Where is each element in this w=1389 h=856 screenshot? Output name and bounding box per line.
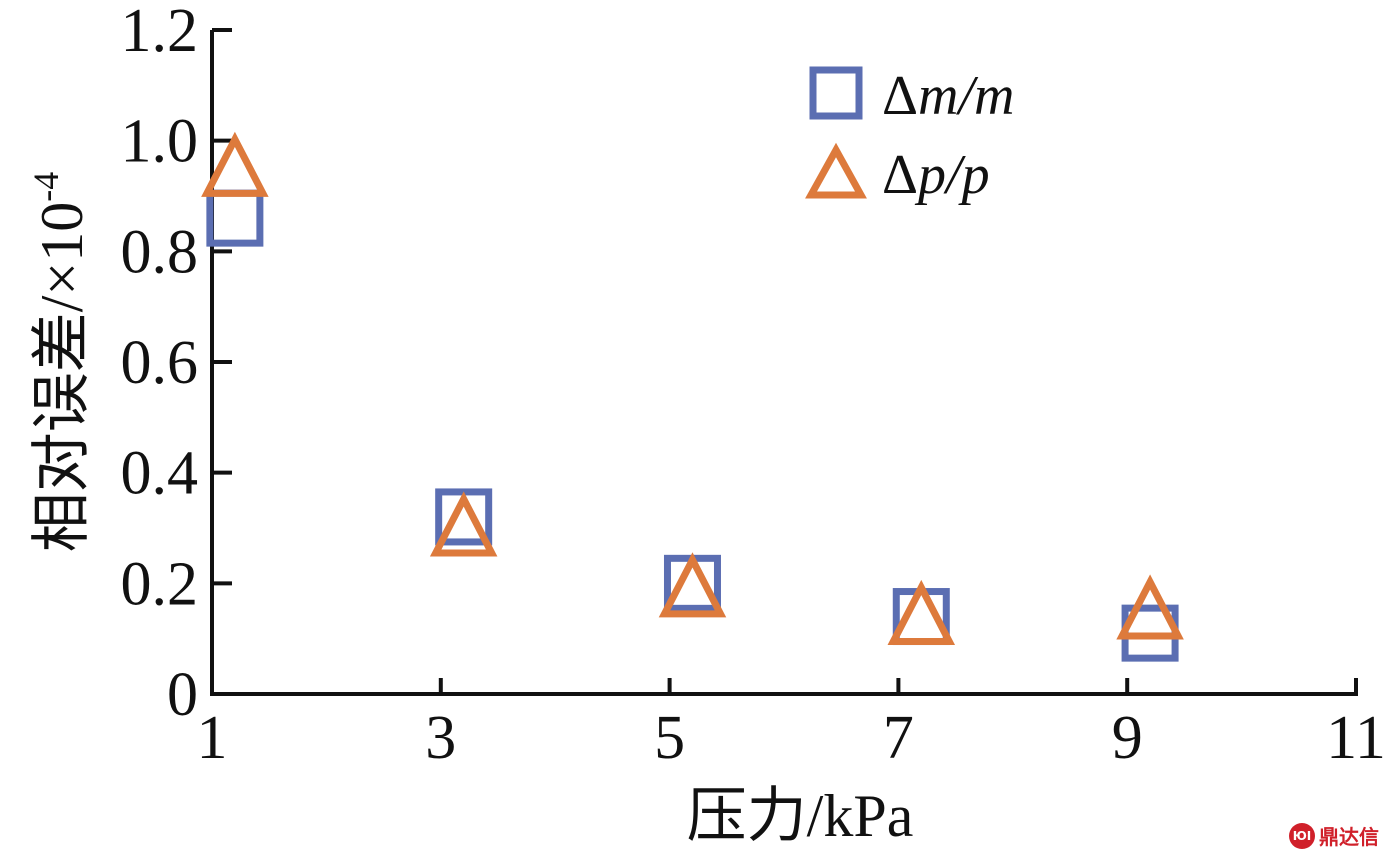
axes <box>210 30 1358 696</box>
x-axis-title: 压力/kPa <box>687 783 914 849</box>
legend-label-mass-symbol: Δ <box>882 65 918 127</box>
y-axis-title-main: 相对误差/×10 <box>29 202 95 553</box>
data-point-mass <box>206 189 264 247</box>
data-point-pressure <box>201 131 269 197</box>
legend-label-mass: Δm/m <box>882 65 1014 127</box>
legend-label-pressure-symbol: Δ <box>882 144 918 206</box>
y-tick-label: 0.2 <box>121 550 199 618</box>
y-axis-title: 相对误差/×10-4 <box>26 172 95 553</box>
series-layer <box>201 131 1184 662</box>
legend-label-pressure-formula: p/p <box>914 144 990 206</box>
y-tick-label: 0 <box>167 661 198 729</box>
legend-label-mass-formula: m/m <box>918 65 1014 127</box>
watermark-text: 鼎达信 <box>1319 825 1379 849</box>
legend-marker-triangle <box>805 142 867 199</box>
y-tick-label: 1.0 <box>121 108 199 176</box>
legend-marker-square <box>809 66 863 120</box>
y-tick-label: 1.2 <box>121 0 199 65</box>
y-tick-label: 0.6 <box>121 329 199 397</box>
x-tick-label: 7 <box>883 704 914 772</box>
x-tick-label: 9 <box>1112 704 1143 772</box>
x-tick-label: 5 <box>654 704 685 772</box>
x-tick-label: 1 <box>197 704 228 772</box>
x-tick-label: 3 <box>425 704 456 772</box>
legend-label-pressure: Δp/p <box>882 144 990 206</box>
y-ticks: 0 0.2 0.4 0.6 0.8 1.0 1.2 <box>121 0 232 729</box>
data-point-pressure <box>887 579 956 646</box>
data-point-pressure <box>1116 574 1184 640</box>
data-point-pressure <box>658 552 727 618</box>
data-point-pressure <box>429 491 498 557</box>
x-ticks: 1 3 5 7 9 11 <box>197 678 1386 772</box>
watermark: ЮΙ 鼎达信 <box>1289 821 1379 850</box>
y-axis-title-group: 相对误差/×10-4 <box>26 172 95 553</box>
y-tick-label: 0.8 <box>121 218 199 286</box>
y-axis-title-exponent: -4 <box>26 172 66 202</box>
legend: Δm/m Δp/p <box>805 65 1014 206</box>
x-tick-label: 11 <box>1326 704 1386 772</box>
y-tick-label: 0.4 <box>121 440 199 508</box>
watermark-logo-icon: ЮΙ <box>1289 822 1315 849</box>
